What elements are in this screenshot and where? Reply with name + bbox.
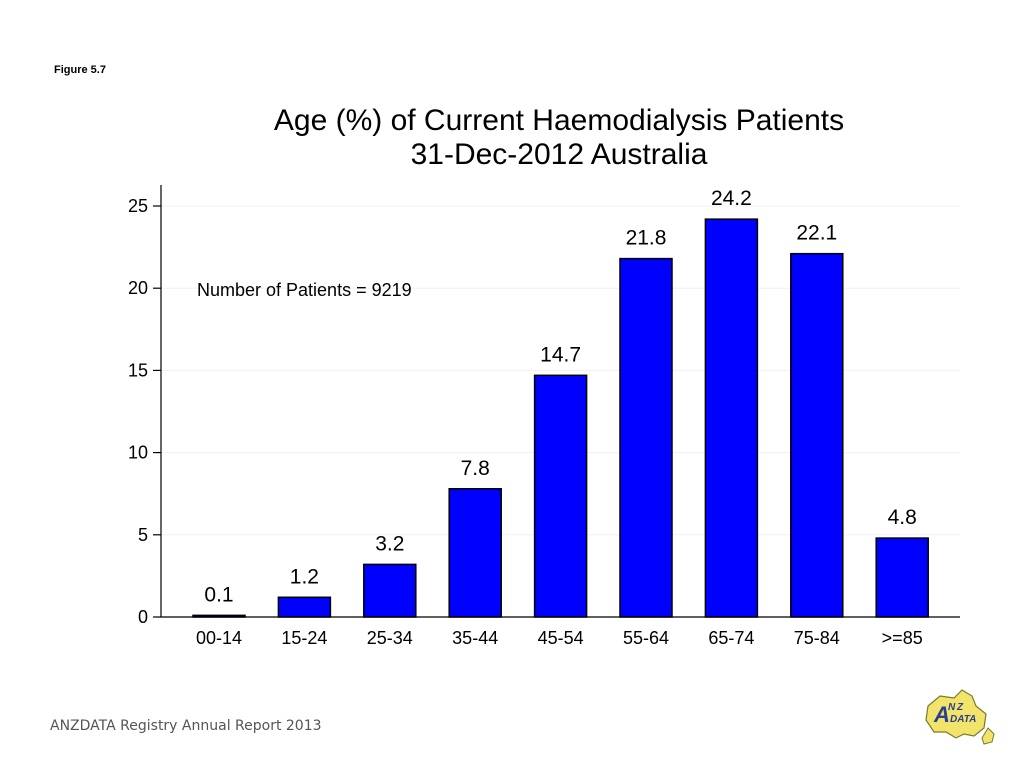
anzdata-logo: A N Z DATA <box>925 689 995 745</box>
bar-value-label: 0.1 <box>204 583 233 606</box>
patient-count-annotation: Number of Patients = 9219 <box>197 280 412 300</box>
x-category-label: >=85 <box>882 628 923 648</box>
logo-word-data: DATA <box>950 714 976 725</box>
report-footer: ANZDATA Registry Annual Report 2013 <box>50 718 322 734</box>
x-category-label: 00-14 <box>196 628 242 648</box>
x-category-label: 75-84 <box>794 628 840 648</box>
y-tick-label: 5 <box>138 525 148 545</box>
x-category-label: 55-64 <box>623 628 669 648</box>
labels: 0 5 10 15 20 25 00-14 0.1 15-24 1.2 25-34 3.2 35-44 7… <box>128 187 923 648</box>
bar <box>875 537 929 618</box>
bar <box>790 252 844 618</box>
new-zealand-map-icon <box>981 727 995 745</box>
x-category-label: 45-54 <box>538 628 584 648</box>
x-category-label: 15-24 <box>281 628 327 648</box>
bar <box>533 374 588 618</box>
x-category-label: 65-74 <box>708 628 754 648</box>
bar-value-label: 3.2 <box>375 532 404 555</box>
bar-value-label: 24.2 <box>711 187 752 210</box>
bar-value-label: 7.8 <box>461 457 490 480</box>
figure-label: Figure 5.7 <box>54 64 106 76</box>
bars <box>192 218 929 618</box>
bar-value-label: 1.2 <box>290 565 319 588</box>
y-tick-label: 25 <box>128 196 148 216</box>
bar-chart: Age (%) of Current Haemodialysis Patient… <box>128 104 960 648</box>
logo-letter-a: A <box>933 702 950 727</box>
bar-value-label: 14.7 <box>540 343 581 366</box>
bar <box>363 563 417 618</box>
y-tick-label: 20 <box>128 278 148 298</box>
y-tick-label: 15 <box>128 360 148 380</box>
bar <box>619 257 673 618</box>
x-category-label: 35-44 <box>452 628 498 648</box>
axes <box>153 185 960 618</box>
logo-letter-n: N <box>948 702 956 713</box>
y-tick-label: 0 <box>138 607 148 627</box>
bar <box>277 596 332 618</box>
chart-title-line-2: 31-Dec-2012 Australia <box>411 138 708 171</box>
australia-map-icon <box>925 689 987 739</box>
x-category-label: 25-34 <box>367 628 413 648</box>
bar-value-label: 22.1 <box>796 222 837 245</box>
bar <box>448 488 502 618</box>
bar-value-label: 4.8 <box>888 506 917 529</box>
bar <box>704 218 759 618</box>
bar-value-label: 21.8 <box>626 227 667 250</box>
chart-title-line-1: Age (%) of Current Haemodialysis Patient… <box>274 104 844 137</box>
logo-letter-z: Z <box>956 702 964 713</box>
y-tick-label: 10 <box>128 443 148 463</box>
